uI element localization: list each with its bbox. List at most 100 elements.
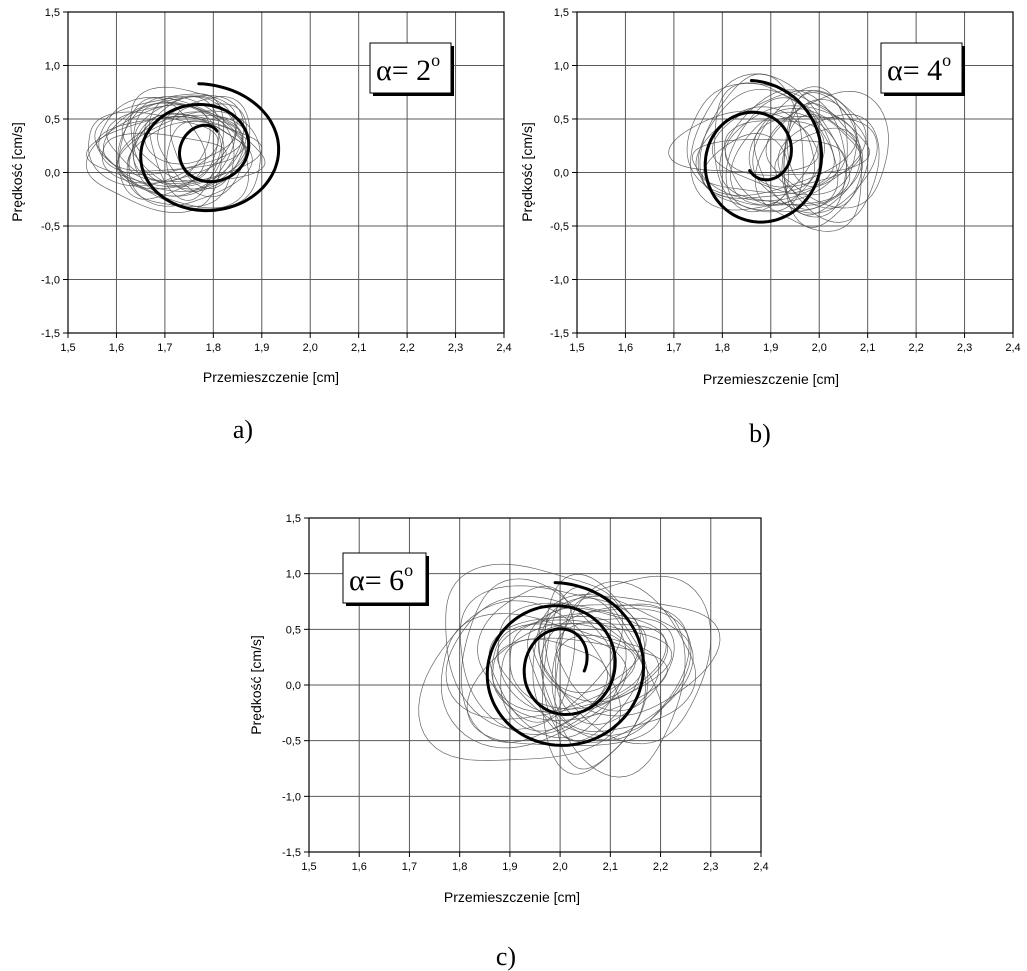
x-tick-label: 1,6 xyxy=(618,342,633,354)
trajectory-loop xyxy=(98,96,244,175)
trajectory-loop xyxy=(134,96,220,182)
trajectory-loop xyxy=(121,95,245,190)
trajectory-loop xyxy=(555,617,675,712)
x-tick-label: 1,9 xyxy=(502,861,517,873)
x-tick-label: 1,9 xyxy=(254,342,269,354)
trajectory-loop xyxy=(143,113,237,165)
plot-frame xyxy=(576,11,1014,334)
trajectory-loop xyxy=(117,111,235,207)
x-tick-label: 2,2 xyxy=(908,342,923,354)
x-tick-label: 1,8 xyxy=(715,342,730,354)
trajectory-loop xyxy=(86,116,225,188)
x-axis-label: Przemieszczenie [cm] xyxy=(203,369,339,385)
annotation-box xyxy=(342,552,427,604)
x-tick-label: 1,8 xyxy=(206,342,221,354)
x-tick-label: 2,1 xyxy=(603,861,618,873)
y-axis-label: Prędkość [cm/s] xyxy=(519,122,535,222)
trajectory-loop xyxy=(96,114,249,192)
trajectory-spiral xyxy=(139,82,281,213)
x-tick-label: 2,2 xyxy=(399,342,414,354)
trajectory-loop xyxy=(753,116,878,214)
panel-caption: b) xyxy=(749,419,771,448)
trajectory-loop xyxy=(752,86,848,218)
x-tick-label: 1,7 xyxy=(666,342,681,354)
y-tick-label: -1,5 xyxy=(41,328,60,340)
y-tick-label: -1,5 xyxy=(282,847,301,859)
x-tick-label: 1,6 xyxy=(109,342,124,354)
angle-annotation: α= 6o xyxy=(349,560,413,597)
trajectory-loop xyxy=(460,578,614,743)
x-tick-label: 2,4 xyxy=(496,342,511,354)
trajectory-loop xyxy=(541,574,646,742)
y-tick-label: 0,0 xyxy=(286,680,301,692)
y-tick-label: -1,0 xyxy=(282,791,301,803)
x-axis-label: Przemieszczenie [cm] xyxy=(703,371,839,387)
trajectory-loop xyxy=(783,92,869,228)
trajectory-loop xyxy=(554,597,646,770)
y-tick-label: 1,0 xyxy=(286,569,301,581)
angle-annotation: α= 2o xyxy=(376,50,440,87)
y-tick-label: 0,0 xyxy=(554,168,569,180)
x-tick-label: 1,5 xyxy=(60,342,75,354)
x-tick-label: 2,0 xyxy=(812,342,827,354)
trajectory-loop xyxy=(101,132,227,184)
trajectory-loop xyxy=(540,603,686,778)
panel-caption: c) xyxy=(496,942,516,971)
y-axis-label: Prędkość [cm/s] xyxy=(248,635,264,735)
y-tick-label: -0,5 xyxy=(41,221,60,233)
x-tick-label: 2,3 xyxy=(703,861,718,873)
x-tick-label: 2,0 xyxy=(303,342,318,354)
y-tick-label: 1,5 xyxy=(45,7,60,19)
trajectory-loop xyxy=(460,585,641,735)
chart-c: 1,5 1,6 1,7 1,8 1,9 2,0 2,1 2,2 2,3 2,4 -1,5 -1,0 -0… xyxy=(248,513,769,971)
annotation-box xyxy=(369,42,452,94)
plot-area xyxy=(418,563,721,778)
trajectory-loop xyxy=(445,563,624,730)
trajectory-loop xyxy=(477,585,576,723)
x-tick-label: 1,9 xyxy=(763,342,778,354)
trajectory-loop xyxy=(532,594,694,744)
trajectory-loop xyxy=(169,103,248,189)
x-tick-label: 2,2 xyxy=(653,861,668,873)
plot-area xyxy=(668,73,889,232)
trajectory-loop xyxy=(765,90,889,209)
trajectory-loop xyxy=(466,622,663,746)
trajectory-loop xyxy=(117,95,247,190)
trajectory-loop xyxy=(748,108,862,188)
y-tick-label: -1,0 xyxy=(550,275,569,287)
x-tick-label: 1,8 xyxy=(452,861,467,873)
trajectory-spiral xyxy=(485,581,645,747)
trajectory-loop xyxy=(695,106,815,193)
plot-area xyxy=(85,82,281,213)
y-tick-label: 0,5 xyxy=(286,624,301,636)
trajectory-loop xyxy=(130,86,238,186)
y-tick-label: 0,0 xyxy=(45,168,60,180)
x-tick-label: 2,4 xyxy=(1005,342,1020,354)
trajectory-loop xyxy=(106,104,211,182)
x-tick-label: 2,1 xyxy=(860,342,875,354)
x-axis-label: Przemieszczenie [cm] xyxy=(444,889,580,905)
x-tick-label: 2,3 xyxy=(448,342,463,354)
x-tick-label: 2,4 xyxy=(753,861,768,873)
trajectory-loop xyxy=(690,73,841,211)
trajectory-spiral xyxy=(703,79,823,224)
trajectory-loop xyxy=(538,575,712,745)
trajectory-loop xyxy=(128,113,253,207)
trajectory-loop xyxy=(691,139,846,202)
x-tick-label: 1,5 xyxy=(569,342,584,354)
plot-frame xyxy=(67,11,505,334)
trajectory-loop xyxy=(544,595,721,717)
trajectory-loop xyxy=(719,89,848,206)
trajectory-loop xyxy=(488,616,627,739)
trajectory-loop xyxy=(148,93,224,201)
angle-annotation: α= 4o xyxy=(887,50,951,87)
x-tick-label: 2,0 xyxy=(552,861,567,873)
y-tick-label: 1,0 xyxy=(554,61,569,73)
x-tick-label: 1,5 xyxy=(301,861,316,873)
trajectory-loop xyxy=(774,127,864,209)
trajectory-loop xyxy=(157,96,251,198)
chart-a: 1,5 1,6 1,7 1,8 1,9 2,0 2,1 2,2 2,3 2,4 -1,5 -1,0 -0… xyxy=(9,7,512,444)
plot-frame xyxy=(308,517,762,853)
y-tick-label: 0,5 xyxy=(554,114,569,126)
